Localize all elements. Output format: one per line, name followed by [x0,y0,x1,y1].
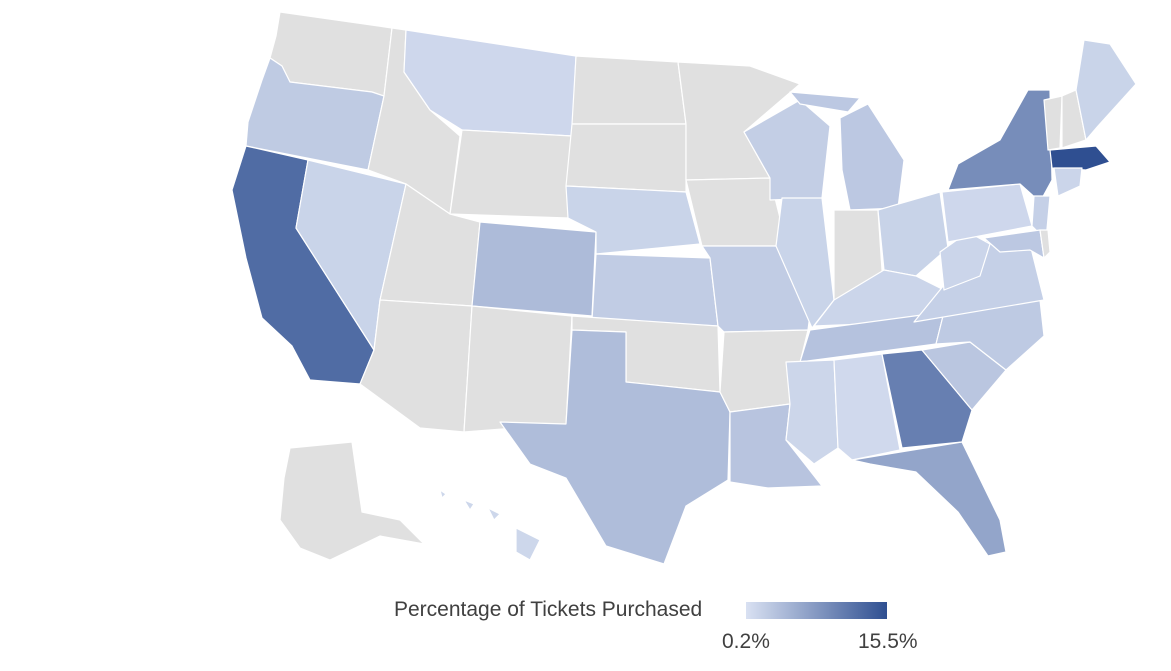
state-alaska [279,441,425,561]
legend-max-label: 15.5% [858,630,918,653]
state-georgia [881,349,973,449]
state-vermont [1043,95,1063,151]
state-texas [499,329,731,565]
state-connecticut [1053,167,1083,197]
state-florida [851,441,1007,557]
state-hawaii [439,489,541,561]
state-mississippi [785,359,839,465]
state-south-dakota [565,123,687,193]
state-new-mexico [463,305,573,433]
state-massachusetts [1049,145,1111,171]
us-choropleth-map [231,11,1137,565]
state-maine [1075,39,1137,141]
state-iowa [685,177,783,247]
state-new-york [947,89,1053,203]
legend-color-scale [746,602,887,619]
legend-min-label: 0.2% [722,630,770,653]
state-maryland [983,229,1045,259]
state-colorado [471,221,597,317]
state-ohio [877,191,949,277]
state-north-dakota [571,55,687,125]
state-kansas [591,253,719,327]
state-wyoming [449,129,573,219]
legend-title: Percentage of Tickets Purchased [394,598,703,621]
state-alabama [833,353,901,461]
state-delaware [1039,229,1051,259]
